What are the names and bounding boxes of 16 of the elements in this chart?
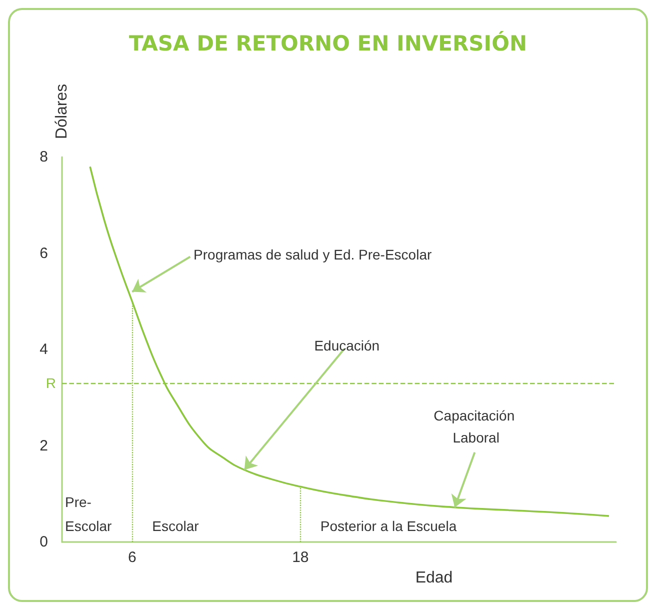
chart-title: TASA DE RETORNO EN INVERSIÓN [128,30,528,56]
x-axis-title: Edad [415,569,453,586]
x-tick-label: 18 [292,549,309,566]
y-tick-label: 6 [40,244,48,262]
y-axis-title: Dólares [54,84,70,139]
annotation: Posterior a la Escuela [320,518,457,534]
annotation: Escolar [152,518,200,534]
annotation: Pre-Escolar [65,494,112,534]
y-tick-label: 4 [40,341,48,358]
annotation: Educación [314,338,380,354]
annotation: Programas de salud y Ed. Pre-Escolar [194,246,432,263]
y-tick-label: 2 [40,437,48,454]
ref-line-label: R [46,375,56,392]
y-tick-label: 8 [40,148,48,166]
y-tick-label: 0 [40,534,48,550]
annotation: Capacitación Laboral [434,408,518,446]
